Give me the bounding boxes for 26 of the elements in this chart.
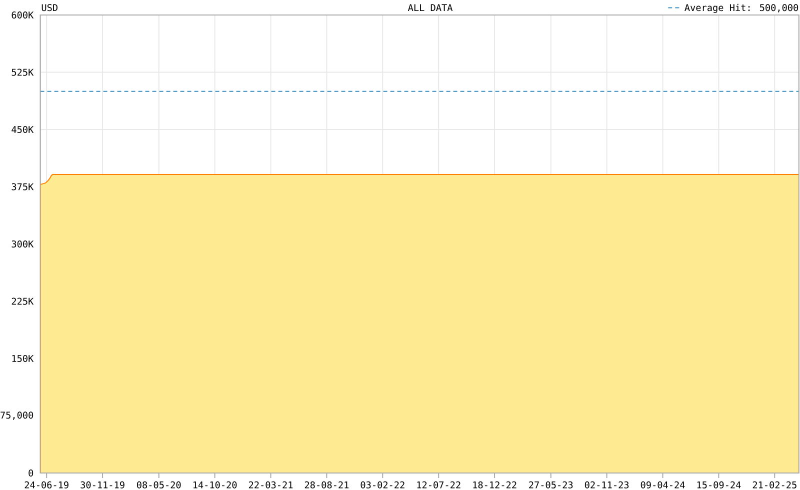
x-tick-label: 18-12-22 [473, 481, 516, 488]
chart-subtitle: ALL DATA [408, 4, 453, 11]
chart-title: USD [42, 4, 58, 12]
y-tick-label: 75,000 [0, 412, 34, 420]
x-tick-label: 28-08-21 [304, 481, 349, 488]
x-tick-label: 24-06-19 [24, 481, 68, 488]
y-tick-label: 450K [12, 126, 34, 134]
y-tick-label: 375K [12, 183, 34, 190]
y-tick-label: 600K [12, 11, 34, 19]
y-tick-label: 525K [12, 68, 34, 76]
x-tick-label: 09-04-24 [640, 481, 685, 488]
y-tick-label: 225K [12, 298, 34, 305]
x-tick-label: 15-09-24 [697, 481, 741, 488]
x-tick-label: 08-05-20 [136, 481, 181, 488]
y-tick-label: 0 [28, 469, 34, 477]
y-tick-label: 300K [12, 240, 34, 248]
x-tick-label: 22-03-21 [248, 481, 293, 488]
x-tick-label: 21-02-25 [752, 481, 796, 488]
x-tick-label: 14-10-20 [193, 481, 237, 488]
x-tick-label: 02-11-23 [584, 481, 629, 488]
x-tick-label: 03-02-22 [360, 481, 404, 488]
x-tick-label: 30-11-19 [80, 481, 124, 488]
y-tick-label: 150K [12, 354, 34, 362]
legend-label: Average Hit: 500,000 [684, 4, 798, 14]
x-tick-label: 12-07-22 [417, 481, 460, 488]
x-tick-label: 27-05-23 [529, 481, 573, 488]
